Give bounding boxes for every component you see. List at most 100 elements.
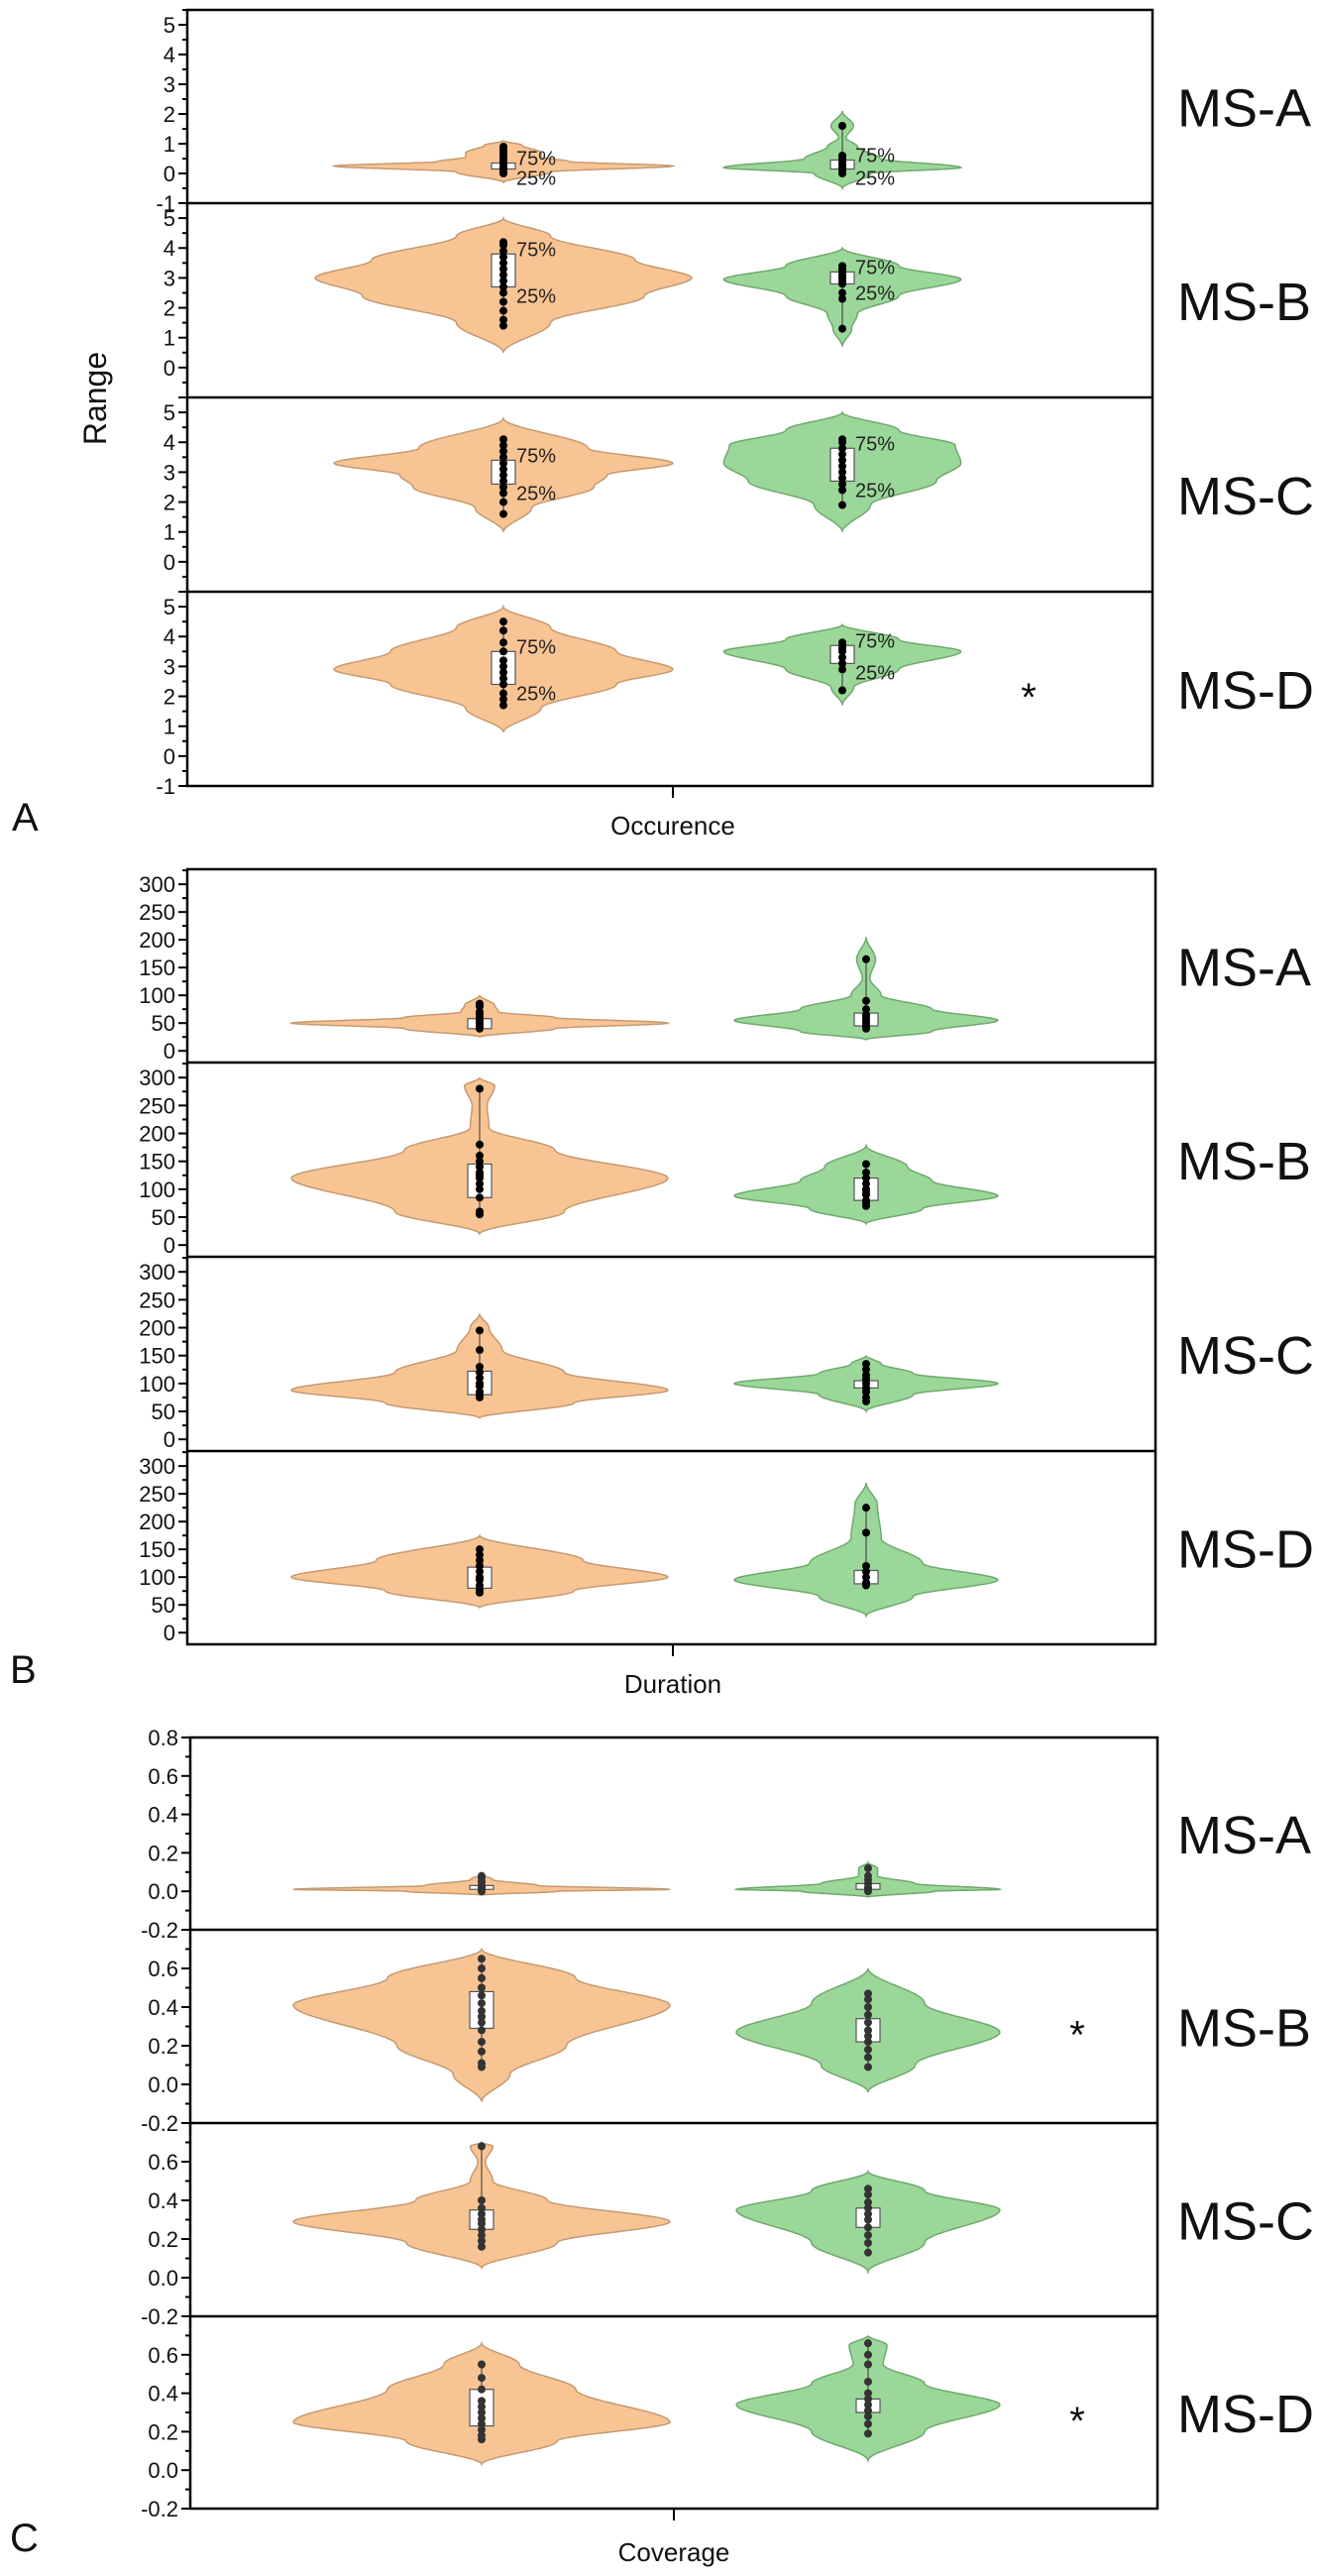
y-tick-label: 0.2 (148, 2227, 178, 2252)
data-point (838, 294, 846, 303)
data-point (862, 1365, 870, 1374)
data-point (499, 498, 507, 506)
data-point (476, 999, 484, 1008)
y-tick-label: 50 (152, 1011, 175, 1036)
y-tick-label: 0.6 (148, 2343, 178, 2368)
row-label: MS-C (1177, 1326, 1314, 1386)
y-tick-label: 3 (164, 654, 175, 679)
y-tick-label: 0.0 (148, 2458, 178, 2483)
data-point (864, 2248, 872, 2257)
percentile-25-label: 25% (855, 282, 895, 304)
data-point (864, 2429, 872, 2438)
percentile-25-label: 25% (855, 480, 895, 502)
data-point (838, 262, 846, 271)
percentile-25-label: 25% (516, 683, 556, 705)
percentile-75-label: 75% (516, 239, 556, 261)
y-tick-label: 150 (139, 1344, 175, 1369)
data-point (864, 2026, 872, 2035)
data-point (864, 2401, 872, 2409)
data-point (864, 2389, 872, 2398)
x-axis-label: Coverage (618, 2537, 730, 2567)
data-point (862, 996, 870, 1005)
y-tick-label: 150 (139, 1537, 175, 1562)
data-point (499, 288, 507, 297)
percentile-75-label: 75% (516, 149, 556, 170)
data-point (476, 1168, 484, 1176)
data-point (862, 1504, 870, 1512)
data-point (862, 1184, 870, 1193)
data-point (476, 1207, 484, 1216)
data-point (864, 1863, 872, 1872)
data-point (478, 2196, 486, 2204)
data-point (862, 1168, 870, 1176)
percentile-75-label: 75% (516, 636, 556, 658)
y-tick-label: 4 (164, 236, 175, 261)
data-point (476, 1152, 484, 1161)
data-point (864, 2038, 872, 2047)
data-point (864, 2350, 872, 2359)
y-tick-label: 5 (164, 595, 175, 619)
data-point (476, 1550, 484, 1559)
data-point (478, 2203, 486, 2212)
y-tick-label: 3 (164, 72, 175, 97)
data-point (862, 954, 870, 963)
data-point (864, 2018, 872, 2027)
data-point (476, 1084, 484, 1093)
data-point (499, 259, 507, 268)
data-point (499, 265, 507, 274)
row-label: MS-B (1177, 1132, 1311, 1191)
data-point (838, 474, 846, 483)
data-point (478, 1983, 486, 1992)
y-tick-label: -0.2 (141, 2497, 178, 2521)
y-tick-label: 100 (139, 983, 175, 1008)
data-point (838, 480, 846, 489)
data-point (864, 2053, 872, 2062)
data-point (476, 1326, 484, 1335)
data-point (478, 2413, 486, 2422)
data-point (864, 2238, 872, 2247)
data-point (864, 2063, 872, 2072)
data-point (864, 2419, 872, 2428)
y-tick-label: 150 (139, 1150, 175, 1175)
data-point (478, 2408, 486, 2416)
y-tick-label: 4 (164, 43, 175, 67)
data-point (499, 435, 507, 444)
percentile-75-label: 75% (855, 257, 895, 279)
row-label: MS-C (1177, 2192, 1314, 2252)
y-tick-label: 0.0 (148, 1879, 178, 1904)
y-tick-label: 2 (164, 685, 175, 710)
data-point (478, 2242, 486, 2251)
percentile-25-label: 25% (855, 168, 895, 190)
data-point (499, 668, 507, 677)
row-label: MS-A (1177, 939, 1311, 998)
data-point (499, 453, 507, 462)
percentile-75-label: 75% (855, 433, 895, 455)
data-point (864, 2215, 872, 2224)
y-tick-label: 1 (164, 715, 175, 739)
percentile-25-label: 25% (516, 285, 556, 307)
row-label: MS-B (1177, 273, 1311, 332)
y-tick-label: 3 (164, 266, 175, 290)
y-tick-label: 0.4 (148, 1995, 178, 2020)
data-point (478, 2225, 486, 2234)
data-point (478, 1973, 486, 1982)
x-axis-label: Occurence (610, 811, 735, 840)
data-point (478, 2385, 486, 2394)
data-point (499, 465, 507, 474)
significance-asterisk: * (1069, 2400, 1085, 2443)
data-point (862, 1005, 870, 1014)
data-point (476, 1179, 484, 1188)
data-point (478, 1964, 486, 1972)
data-point (476, 1346, 484, 1355)
y-tick-label: 0 (164, 550, 175, 575)
panel-letter: A (12, 796, 39, 840)
y-tick-label: 4 (164, 430, 175, 455)
y-tick-label: 0.4 (148, 1803, 178, 1828)
data-point (478, 2431, 486, 2440)
data-point (499, 489, 507, 498)
data-point (476, 1362, 484, 1371)
data-point (499, 315, 507, 324)
data-point (476, 1379, 484, 1388)
data-point (864, 2360, 872, 2369)
